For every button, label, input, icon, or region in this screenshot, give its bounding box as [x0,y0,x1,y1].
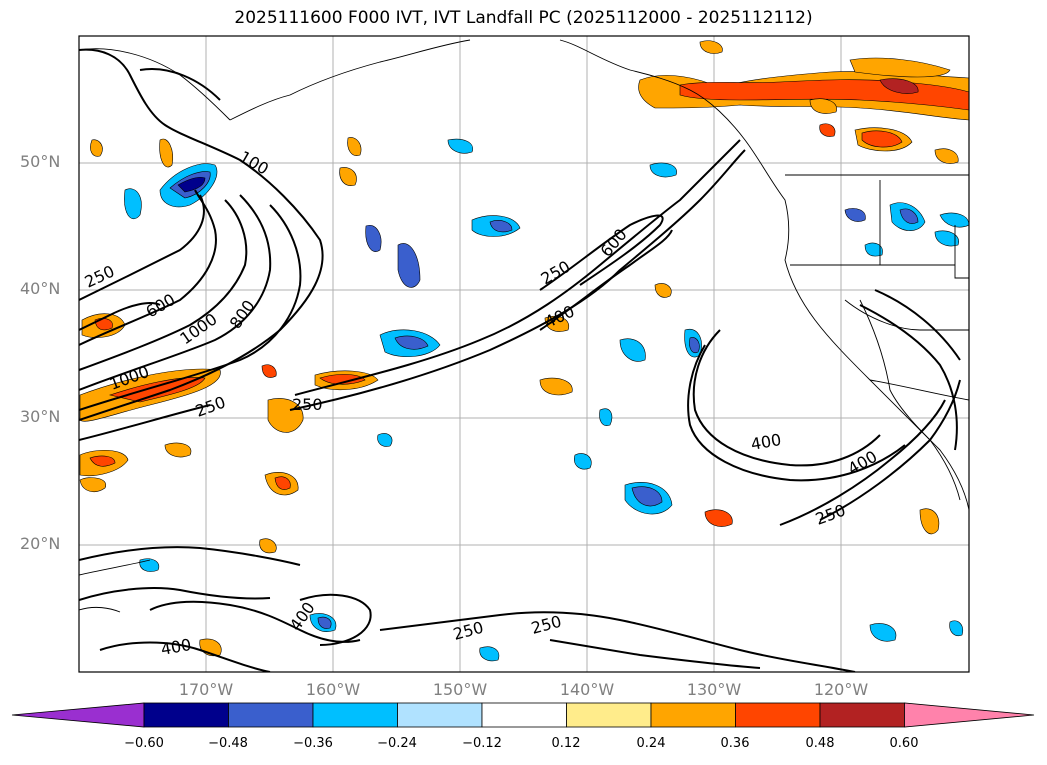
contour-label: 250 [451,618,485,644]
gridlines [79,36,969,672]
contour-label: 100 [236,147,272,179]
lat-label: 50°N [20,152,61,171]
ivt-shading [79,40,969,662]
colorbar-tick: −0.24 [377,736,417,751]
lon-label: 130°W [686,680,742,699]
coastlines [79,39,969,613]
colorbar-segment [819,702,905,728]
colorbar-tick: −0.36 [293,736,333,751]
contour-label: 800 [226,296,259,332]
colorbar-segment [566,702,652,728]
colorbar-extend-min [11,702,145,728]
contour-label: 250 [529,612,563,638]
colorbar-segment [143,702,229,728]
lat-label: 40°N [20,279,61,298]
contour-label: 600 [597,225,631,261]
colorbar-tick: 0.60 [889,736,919,751]
colorbar-tick: 0.12 [551,736,581,751]
map-frame [78,35,970,673]
contour-label: 250 [538,257,574,289]
contour-label: 250 [193,392,228,420]
colorbar-extend-max [904,702,1035,728]
lon-label: 170°W [178,680,234,699]
colorbar-tick: −0.12 [462,736,502,751]
contour-label: 600 [143,290,179,322]
colorbar-tick: 0.36 [720,736,750,751]
contour-label: 400 [286,598,319,634]
colorbar-segment [650,702,736,728]
contour-label: 250 [292,395,323,414]
colorbar-segment [397,702,483,728]
lon-label: 150°W [432,680,488,699]
lon-label: 160°W [305,680,361,699]
colorbar-segment [481,702,567,728]
colorbar [11,702,1035,728]
map-title: 2025111600 F000 IVT, IVT Landfall PC (20… [234,8,813,28]
lat-label: 20°N [20,534,61,553]
lat-label: 30°N [20,407,61,426]
colorbar-tick: −0.48 [208,736,248,751]
colorbar-segment [228,702,314,728]
contour-label: 400 [159,635,192,659]
contour-label: 250 [813,500,848,528]
contour-label: 1000 [176,309,220,348]
contour-label: 250 [82,261,118,291]
ivt-contours [79,48,961,672]
colorbar-tick: 0.24 [636,736,666,751]
colorbar-segment [312,702,398,728]
colorbar-segment [735,702,821,728]
colorbar-tick: 0.48 [805,736,835,751]
colorbar-tick: −0.60 [124,736,164,751]
lon-label: 120°W [813,680,869,699]
lon-label: 140°W [559,680,615,699]
contour-label: 400 [749,430,782,454]
